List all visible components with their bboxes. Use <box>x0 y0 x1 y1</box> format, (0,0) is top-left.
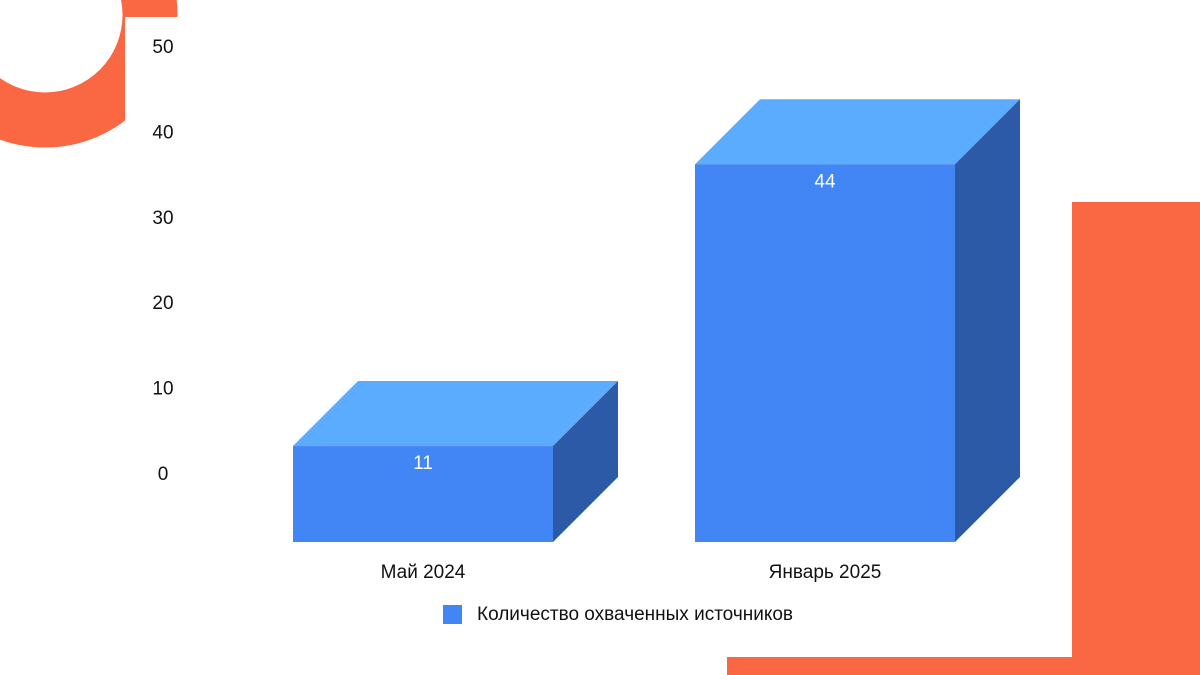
bar-side <box>955 99 1020 543</box>
legend-label: Количество охваченных источников <box>477 604 793 625</box>
decor-strip <box>727 657 1072 675</box>
y-tick-label: 50 <box>152 37 173 58</box>
legend-swatch <box>443 605 462 624</box>
bar <box>695 164 955 543</box>
y-tick-label: 30 <box>152 208 173 229</box>
bar <box>293 446 553 542</box>
x-tick-label: Май 2024 <box>381 562 466 583</box>
bar-top <box>695 99 1020 165</box>
value-label: 11 <box>413 453 433 474</box>
decor-ring <box>0 0 178 148</box>
y-tick-label: 40 <box>152 122 173 143</box>
bar-side <box>553 381 618 542</box>
x-tick-label: Январь 2025 <box>769 562 882 583</box>
y-tick-label: 0 <box>158 464 169 485</box>
y-tick-label: 10 <box>152 379 173 400</box>
bar-top <box>293 381 618 447</box>
decor-mask <box>125 17 205 167</box>
y-tick-label: 20 <box>152 293 173 314</box>
decor-block <box>1072 202 1200 675</box>
value-label: 44 <box>814 171 836 192</box>
